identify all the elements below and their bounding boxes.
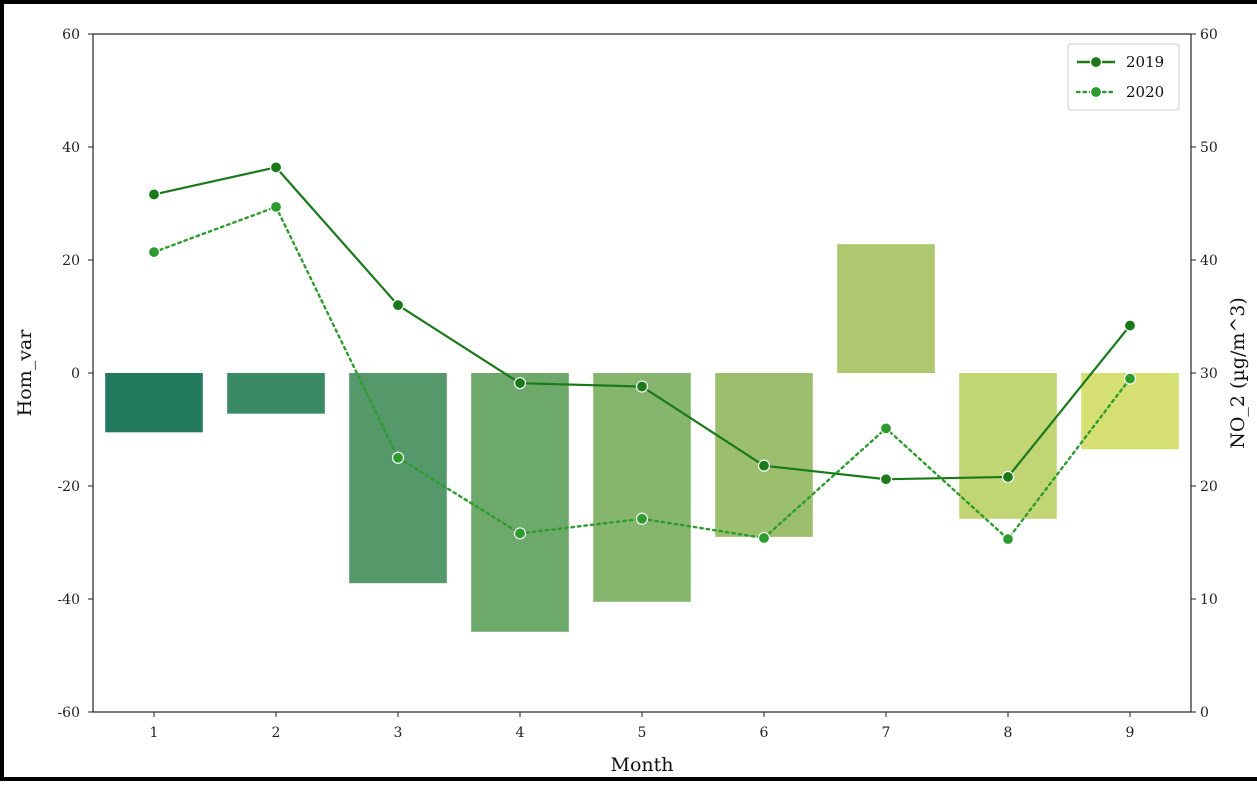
point-2019-month-1: [147, 188, 161, 201]
left-y-tick-label: 20: [62, 253, 80, 269]
bar-month-6: [715, 373, 813, 537]
bars-layer: [105, 244, 1179, 632]
combo-chart: -60 -40 -20 0 20 40 60 0 10 20 30 40 50 60 1 2 3 4 5 6 7 8 9 M…: [14, 27, 1249, 776]
left-y-tick-label: 40: [62, 140, 80, 156]
left-y-axis-title: Hom_var: [14, 329, 36, 417]
legend-marker-2020: [1089, 85, 1103, 99]
point-2020-month-6: [757, 531, 771, 545]
x-tick-label: 1: [150, 725, 159, 741]
point-2020-month-1: [147, 245, 161, 259]
right-y-tick-label: 0: [1200, 705, 1209, 721]
x-tick-label: 7: [882, 725, 891, 741]
bar-month-5: [593, 373, 691, 602]
right-y-tick-label: 10: [1200, 592, 1218, 608]
point-2019-month-6: [757, 459, 771, 472]
x-tick-label: 2: [272, 725, 281, 741]
point-2019-month-3: [391, 299, 405, 312]
bar-month-7: [837, 244, 935, 373]
legend-label-2020: 2020: [1126, 83, 1164, 101]
point-2020-month-3: [391, 451, 405, 464]
legend-marker-2019: [1089, 55, 1103, 69]
point-2020-month-4: [513, 527, 527, 540]
legend: 2019 2020: [1067, 43, 1180, 111]
x-tick-label: 9: [1126, 725, 1135, 741]
right-y-tick-label: 40: [1200, 253, 1218, 269]
left-y-tick-label: 60: [62, 27, 80, 43]
right-y-tick-label: 20: [1200, 479, 1218, 495]
right-y-tick-label: 60: [1200, 27, 1218, 43]
bar-month-2: [227, 373, 325, 414]
ticks-layer: -60 -40 -20 0 20 40 60 0 10 20 30 40 50 60 1 2 3 4 5 6 7 8 9: [57, 27, 1217, 741]
x-tick-label: 8: [1004, 725, 1013, 741]
x-tick-label: 4: [516, 725, 525, 741]
point-2020-month-5: [635, 512, 649, 525]
point-2020-month-2: [269, 200, 283, 213]
x-tick-label: 6: [760, 725, 769, 741]
bar-month-9: [1081, 373, 1179, 450]
left-y-tick-label: -40: [57, 592, 80, 608]
left-y-tick-label: 0: [71, 366, 80, 382]
point-2019-month-4: [513, 377, 527, 390]
bar-month-1: [105, 373, 203, 433]
right-y-tick-label: 30: [1200, 366, 1218, 382]
bar-month-4: [471, 373, 569, 632]
right-y-axis-title: NO_2 (µg/m^3): [1227, 297, 1249, 449]
legend-label-2019: 2019: [1126, 53, 1164, 71]
x-axis-title: Month: [610, 754, 673, 776]
point-2020-month-9: [1123, 372, 1137, 385]
left-y-tick-label: -60: [57, 705, 80, 721]
x-tick-label: 3: [394, 725, 403, 741]
point-2019-month-8: [1001, 470, 1015, 484]
bar-month-8: [959, 373, 1057, 519]
point-2019-month-7: [879, 473, 893, 486]
point-2019-month-5: [635, 380, 649, 393]
point-2020-month-8: [1001, 533, 1015, 546]
point-2019-month-2: [269, 161, 283, 174]
left-y-tick-label: -20: [57, 479, 80, 495]
point-2019-month-9: [1123, 319, 1137, 332]
lines-layer: [147, 161, 1137, 546]
right-y-tick-label: 50: [1200, 140, 1218, 156]
x-tick-label: 5: [638, 725, 647, 741]
point-2020-month-7: [879, 422, 893, 435]
